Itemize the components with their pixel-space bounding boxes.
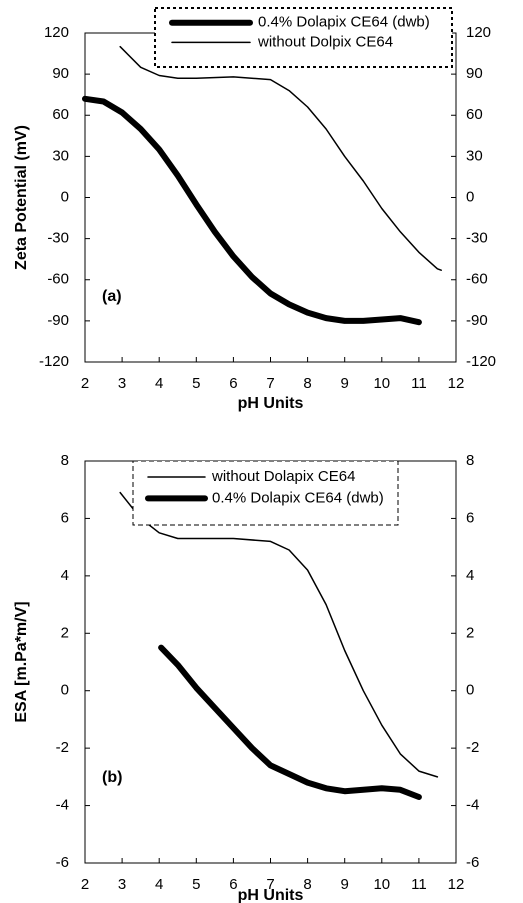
x-tick-label: 4	[155, 375, 163, 392]
y-tick-label: 0	[61, 682, 69, 699]
y-tick-label: 90	[52, 65, 69, 82]
y2-tick-label: 90	[466, 65, 483, 82]
series-line	[158, 644, 422, 800]
x-tick-label: 6	[229, 375, 237, 392]
series-line	[82, 95, 422, 326]
y-tick-label: -90	[47, 312, 69, 329]
plot-frame	[84, 32, 457, 363]
legend-box	[154, 7, 453, 68]
legend-box	[132, 460, 399, 526]
y-tick-label: -60	[47, 271, 69, 288]
y2-tick-label: 0	[466, 188, 474, 205]
y-tick-label: 0	[61, 188, 69, 205]
y-tick-label: -30	[47, 230, 69, 247]
x-tick-label: 10	[373, 375, 390, 392]
y-axis-label: ESA [m.Pa*m/V]	[13, 601, 30, 722]
y-tick-label: -2	[56, 739, 69, 756]
series-line	[119, 491, 439, 778]
x-tick-label: 8	[303, 375, 311, 392]
y2-tick-label: 8	[466, 452, 474, 469]
legend-label: without Dolapix CE64	[211, 468, 355, 485]
y2-tick-label: 60	[466, 106, 483, 123]
x-axis-label: pH Units	[238, 887, 304, 903]
x-tick-label: 7	[266, 375, 274, 392]
x-tick-label: 2	[81, 876, 89, 893]
y2-tick-label: -60	[466, 271, 488, 288]
y-tick-label: 120	[44, 24, 69, 41]
y-tick-label: 8	[61, 452, 69, 469]
y2-tick-label: -30	[466, 230, 488, 247]
y-tick-label: 2	[61, 624, 69, 641]
x-tick-label: 12	[448, 876, 465, 893]
x-tick-label: 2	[81, 375, 89, 392]
legend-label: without Dolpix CE64	[257, 33, 393, 50]
x-tick-label: 11	[411, 876, 427, 893]
x-tick-label: 3	[118, 876, 126, 893]
y-tick-label: 4	[61, 567, 69, 584]
annotation: (b)	[102, 769, 122, 786]
y-tick-label: 60	[52, 106, 69, 123]
x-tick-label: 4	[155, 876, 163, 893]
x-tick-label: 3	[118, 375, 126, 392]
y2-tick-label: 2	[466, 624, 474, 641]
y2-tick-label: -2	[466, 739, 479, 756]
x-tick-label: 7	[266, 876, 274, 893]
annotation: (a)	[102, 288, 122, 305]
x-tick-label: 9	[341, 375, 349, 392]
y2-tick-label: 4	[466, 567, 474, 584]
x-tick-label: 8	[303, 876, 311, 893]
y2-tick-label: 120	[466, 24, 491, 41]
y-axis-label: Zeta Potential (mV)	[13, 125, 30, 270]
y2-tick-label: -90	[466, 312, 488, 329]
x-tick-label: 11	[411, 375, 427, 392]
y2-tick-label: -120	[466, 353, 496, 370]
y-tick-label: -4	[56, 797, 69, 814]
legend-label: 0.4% Dolapix CE64 (dwb)	[258, 14, 430, 31]
x-tick-label: 10	[373, 876, 390, 893]
y2-tick-label: -6	[466, 854, 479, 871]
x-tick-label: 5	[192, 375, 200, 392]
y-tick-label: 6	[61, 509, 69, 526]
x-tick-label: 5	[192, 876, 200, 893]
y-tick-label: 30	[52, 147, 69, 164]
series-line	[119, 45, 442, 271]
x-tick-label: 9	[341, 876, 349, 893]
x-tick-label: 12	[448, 375, 465, 392]
y2-tick-label: 6	[466, 509, 474, 526]
x-axis-label: pH Units	[238, 395, 304, 412]
y-tick-label: -120	[39, 353, 69, 370]
legend-label: 0.4% Dolapix CE64 (dwb)	[212, 489, 384, 506]
x-tick-label: 6	[229, 876, 237, 893]
y2-tick-label: -4	[466, 797, 479, 814]
y2-tick-label: 30	[466, 147, 483, 164]
y2-tick-label: 0	[466, 682, 474, 699]
y-tick-label: -6	[56, 854, 69, 871]
